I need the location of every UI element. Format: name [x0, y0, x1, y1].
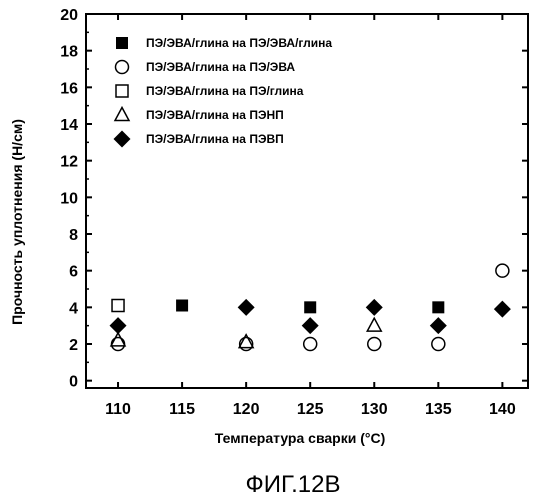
x-tick-label: 110	[105, 401, 131, 418]
series-5-point	[110, 317, 127, 334]
series-1-point	[176, 300, 188, 312]
series-5-point	[302, 317, 319, 334]
series-5-point	[366, 299, 383, 316]
y-tick-label: 18	[60, 44, 78, 61]
y-tick-label: 6	[69, 264, 78, 281]
x-axis-title: Температура сварки (°C)	[215, 430, 386, 446]
legend-label-1: ПЭ/ЭВА/глина на ПЭ/ЭВА/глина	[146, 36, 332, 50]
legend-marker-5	[114, 131, 131, 148]
legend-marker-3	[116, 85, 128, 97]
y-tick-label: 12	[60, 154, 78, 171]
series-1-point	[304, 301, 316, 313]
legend-marker-2	[116, 61, 129, 74]
legend-label-4: ПЭ/ЭВА/глина на ПЭНП	[146, 108, 284, 122]
legend-marker-4	[115, 108, 129, 121]
series-2-point	[496, 264, 509, 277]
legend-label-3: ПЭ/ЭВА/глина на ПЭ/глина	[146, 84, 304, 98]
y-tick-label: 4	[69, 300, 78, 317]
y-tick-label: 8	[69, 227, 78, 244]
x-tick-label: 130	[361, 401, 388, 418]
y-tick-label: 10	[60, 190, 78, 207]
series-2-point	[368, 338, 381, 351]
series-4-point	[367, 318, 381, 331]
series-2-point	[432, 338, 445, 351]
y-tick-label: 20	[60, 7, 78, 24]
series-5-point	[430, 317, 447, 334]
y-tick-label: 2	[69, 337, 78, 354]
x-tick-label: 135	[425, 401, 452, 418]
y-tick-label: 14	[60, 117, 78, 134]
y-axis-title: Прочность уплотнения (Н/см)	[9, 119, 25, 325]
series-5-point	[238, 299, 255, 316]
series-5-point	[494, 301, 511, 318]
series-2-point	[112, 338, 125, 351]
y-tick-label: 0	[69, 374, 78, 391]
series-2-point	[304, 338, 317, 351]
legend-label-5: ПЭ/ЭВА/глина на ПЭВП	[146, 132, 284, 146]
y-tick-label: 16	[60, 80, 78, 97]
x-tick-label: 115	[169, 401, 195, 418]
series-3-point	[112, 300, 124, 312]
x-tick-label: 140	[489, 401, 516, 418]
figure-caption: ФИГ.12В	[246, 471, 341, 498]
series-4-point	[239, 335, 253, 348]
series-1-point	[432, 301, 444, 313]
legend-label-2: ПЭ/ЭВА/глина на ПЭ/ЭВА	[146, 60, 295, 74]
x-tick-label: 120	[233, 401, 260, 418]
legend-marker-1	[116, 37, 128, 49]
x-tick-label: 125	[297, 401, 324, 418]
